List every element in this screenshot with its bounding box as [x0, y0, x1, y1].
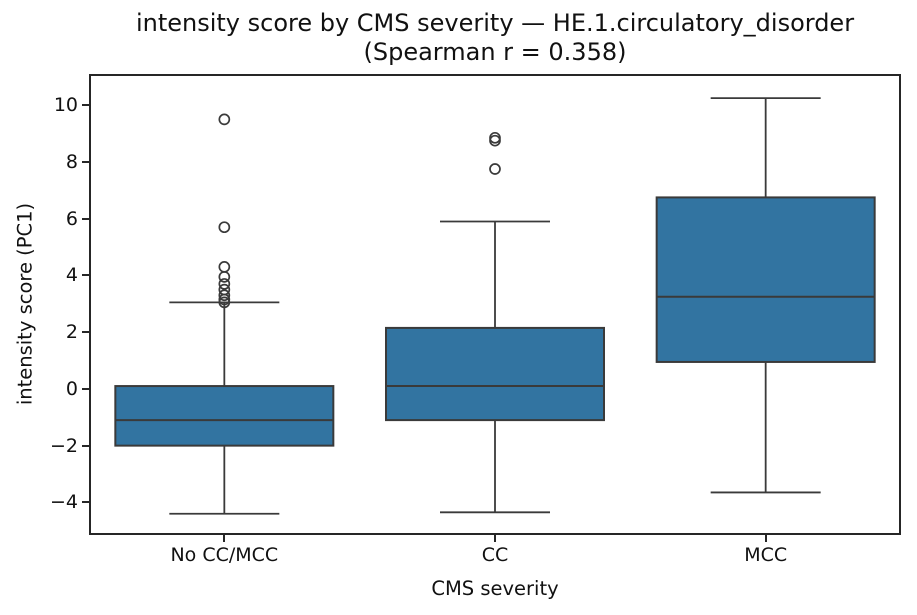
y-tick-label: 0 — [65, 377, 78, 400]
y-tick-mark — [82, 501, 89, 504]
chart-title-line1: intensity score by CMS severity — HE.1.c… — [135, 9, 855, 37]
y-tick-label: −2 — [49, 434, 78, 457]
outlier-point-cc — [489, 163, 501, 175]
y-tick-label: 8 — [65, 150, 78, 173]
outlier-point-no-cc-mcc — [218, 270, 231, 283]
outlier-point-no-cc-mcc — [218, 261, 231, 273]
y-tick-mark — [82, 444, 89, 447]
outlier-point-no-cc-mcc — [218, 289, 231, 302]
chart-title: intensity score by CMS severity — HE.1.c… — [89, 9, 901, 67]
x-tick-mark — [764, 535, 767, 542]
outlier-point-no-cc-mcc — [218, 278, 231, 290]
y-tick-mark — [82, 104, 89, 107]
y-tick-mark — [82, 387, 89, 390]
y-tick-mark — [82, 217, 89, 220]
x-tick-label-mcc: MCC — [744, 544, 788, 566]
x-axis-label: CMS severity — [431, 577, 559, 600]
x-tick-mark — [494, 535, 496, 542]
x-tick-label-no-cc-mcc: No CC/MCC — [170, 544, 279, 566]
y-tick-mark — [82, 160, 89, 163]
box-mcc — [655, 196, 876, 363]
outlier-point-cc — [489, 131, 501, 144]
y-tick-mark — [82, 331, 89, 334]
chart-title-line2: (Spearman r = 0.358) — [363, 38, 627, 66]
y-tick-label: −4 — [49, 491, 78, 514]
plot-area — [89, 74, 901, 535]
y-axis-label: intensity score (PC1) — [13, 202, 37, 406]
y-tick-label: 10 — [53, 94, 78, 117]
box-no-cc-mcc — [114, 385, 335, 447]
y-tick-label: 6 — [65, 207, 78, 230]
outlier-point-no-cc-mcc — [218, 113, 231, 126]
outlier-point-no-cc-mcc — [218, 283, 231, 296]
y-tick-label: 2 — [65, 321, 78, 344]
y-tick-label: 4 — [65, 264, 78, 287]
y-tick-mark — [82, 274, 89, 277]
box-cc — [385, 326, 605, 422]
x-tick-mark — [223, 535, 226, 542]
x-tick-label-cc: CC — [481, 544, 509, 566]
outlier-point-no-cc-mcc — [218, 221, 231, 234]
axes-spines — [89, 74, 901, 535]
